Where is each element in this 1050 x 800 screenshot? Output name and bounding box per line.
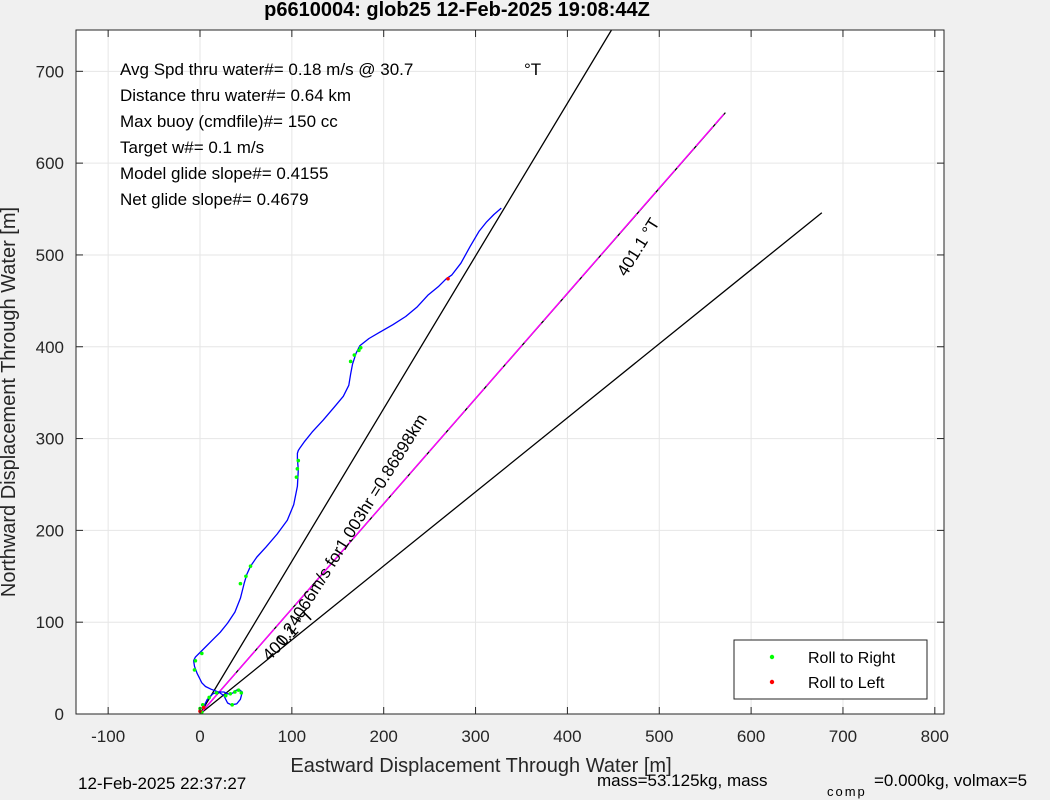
roll-right-point — [230, 703, 234, 707]
x-tick-label: 800 — [921, 727, 949, 746]
y-tick-label: 500 — [36, 246, 64, 265]
stat-distance: Distance thru water#= 0.64 km — [120, 86, 351, 105]
roll-left-point — [201, 705, 206, 710]
y-axis-title: Northward Displacement Through Water [m] — [0, 207, 20, 597]
stat-avg-speed-unit: °T — [524, 60, 541, 79]
footer-mass: mass=53.125kg, mass — [597, 771, 768, 790]
roll-right-point — [238, 581, 243, 586]
stat-net-glide: Net glide slope#= 0.4679 — [120, 190, 309, 209]
plot-area — [76, 30, 944, 714]
plot-content — [192, 30, 823, 714]
roll-right-point — [228, 692, 233, 696]
stat-target-w: Target w#= 0.1 m/s — [120, 138, 264, 157]
x-tick-label: 100 — [278, 727, 306, 746]
roll-right-point — [348, 359, 353, 364]
roll-left-point — [446, 277, 450, 281]
x-axis-title: Eastward Displacement Through Water [m] — [290, 755, 671, 777]
roll-right-point — [192, 668, 197, 672]
stat-max-buoy: Max buoy (cmdfile)#= 150 cc — [120, 112, 338, 131]
roll-right-point — [357, 348, 361, 353]
footer-timestamp: 12-Feb-2025 22:37:27 — [78, 774, 246, 793]
axis-ticks: -100 0 100 200 300 400 500 600 700 800 0 100 200 300 4… — [36, 30, 949, 746]
roll-right-point — [200, 651, 204, 656]
legend-marker-roll-right — [769, 654, 775, 660]
stat-avg-speed: Avg Spd thru water#= 0.18 m/s @ 30.7 — [120, 60, 413, 79]
legend-marker-roll-left — [769, 679, 775, 685]
y-tick-label: 700 — [36, 62, 64, 81]
x-tick-label: 500 — [645, 727, 673, 746]
roll-right-point — [214, 691, 219, 695]
roll-right-point — [352, 353, 357, 357]
roll-right-point — [207, 695, 211, 700]
roll-right-point — [239, 691, 244, 695]
footer-mass-subscript: comp — [827, 784, 867, 799]
roll-right-point — [233, 690, 237, 694]
x-tick-label: 0 — [195, 727, 204, 746]
model-glide-line — [199, 114, 725, 714]
x-tick-label: 400 — [553, 727, 581, 746]
y-tick-label: 400 — [36, 338, 64, 357]
roll-right-point — [244, 574, 248, 579]
roll-right-point — [223, 693, 228, 698]
y-tick-label: 600 — [36, 154, 64, 173]
x-tick-label: 600 — [737, 727, 765, 746]
lower-bound-line — [199, 212, 823, 714]
x-tick-label: 200 — [370, 727, 398, 746]
roll-right-point — [358, 345, 363, 350]
x-tick-label: 300 — [461, 727, 489, 746]
y-tick-label: 0 — [55, 705, 64, 724]
legend: Roll to Right Roll to Left — [733, 639, 928, 700]
heading-line — [199, 30, 613, 714]
legend-box — [733, 639, 928, 700]
legend-label-roll-left: Roll to Left — [808, 675, 885, 692]
stat-model-glide: Model glide slope#= 0.4155 — [120, 164, 328, 183]
x-tick-label: -100 — [91, 727, 125, 746]
roll-right-point — [248, 564, 253, 568]
stats-block: Avg Spd thru water#= 0.18 m/s @ 30.7 °T … — [120, 60, 541, 209]
footer-mass-tail: =0.000kg, volmax=5 — [874, 771, 1027, 790]
y-tick-label: 200 — [36, 521, 64, 540]
legend-label-roll-right: Roll to Right — [808, 650, 896, 667]
roll-right-point — [200, 703, 205, 707]
roll-right-point — [296, 458, 301, 463]
roll-right-point — [193, 658, 198, 663]
roll-right-point — [236, 688, 241, 692]
x-tick-label: 700 — [829, 727, 857, 746]
roll-right-point — [294, 475, 299, 479]
chart-title: p6610004: glob25 12-Feb-2025 19:08:44Z — [264, 0, 650, 21]
y-tick-label: 100 — [36, 613, 64, 632]
y-tick-label: 300 — [36, 430, 64, 449]
roll-right-point — [295, 467, 300, 471]
axes-box — [75, 29, 945, 715]
